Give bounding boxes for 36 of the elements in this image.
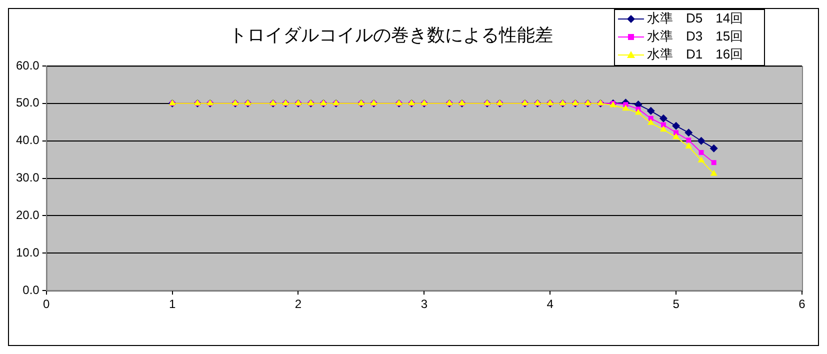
y-tick-label: 30.0 bbox=[16, 170, 40, 185]
y-tick-label: 40.0 bbox=[16, 133, 40, 148]
x-tick-label: 3 bbox=[420, 297, 428, 312]
point bbox=[698, 150, 704, 155]
point bbox=[622, 104, 630, 111]
chart-title: トロイダルコイルの巻き数による性能差 bbox=[229, 24, 553, 45]
point bbox=[685, 142, 692, 148]
legend-label: 水準 D1 16回 bbox=[647, 46, 744, 62]
point bbox=[710, 170, 718, 176]
point bbox=[711, 160, 716, 166]
y-tick-label: 0.0 bbox=[22, 282, 40, 297]
x-tick-label: 0 bbox=[43, 297, 50, 312]
point bbox=[646, 106, 655, 115]
point bbox=[698, 156, 705, 162]
x-tick-label: 1 bbox=[168, 297, 176, 312]
point bbox=[686, 138, 692, 143]
point bbox=[697, 136, 706, 145]
legend-label: 水準 D5 14回 bbox=[647, 10, 744, 26]
point bbox=[672, 133, 680, 140]
point bbox=[672, 122, 680, 130]
legend-label: 水準 D3 15回 bbox=[647, 28, 744, 44]
point bbox=[659, 114, 668, 122]
y-tick-label: 10.0 bbox=[16, 245, 40, 260]
point bbox=[634, 108, 642, 115]
point bbox=[660, 126, 667, 132]
y-tick-label: 20.0 bbox=[16, 208, 40, 222]
y-tick-label: 60.0 bbox=[16, 58, 40, 72]
point bbox=[647, 118, 654, 125]
point bbox=[684, 128, 693, 137]
y-tick-label: 50.0 bbox=[16, 96, 40, 110]
point bbox=[674, 130, 679, 136]
x-tick-label: 4 bbox=[546, 297, 554, 312]
x-tick-label: 5 bbox=[672, 297, 680, 312]
x-tick-label: 6 bbox=[798, 297, 806, 312]
point bbox=[710, 144, 718, 152]
x-tick-label: 2 bbox=[294, 297, 302, 312]
